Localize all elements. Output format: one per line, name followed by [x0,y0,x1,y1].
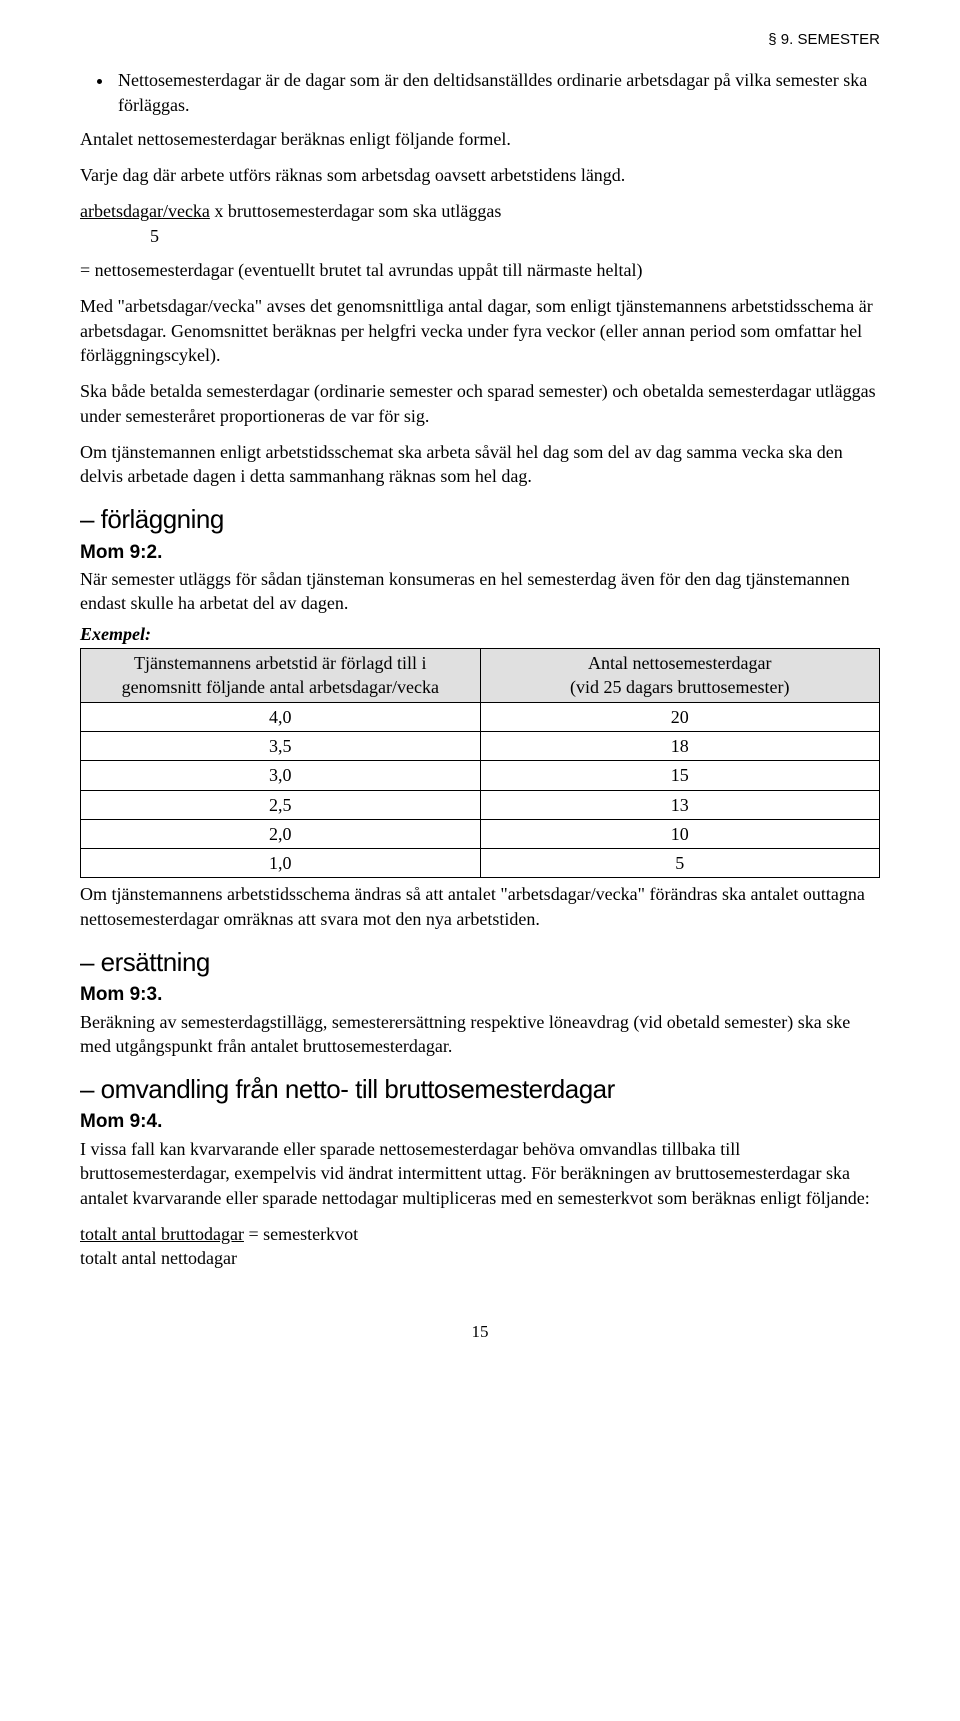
formula-denominator: 5 [80,226,159,246]
header-line: Tjänstemannens arbetstid är förlagd till… [134,653,426,673]
table-cell: 18 [480,731,880,760]
body-paragraph: När semester utläggs för sådan tjänstema… [80,567,880,616]
table-cell: 5 [480,849,880,878]
table-row: 4,0 20 [81,702,880,731]
table-header-cell: Antal nettosemesterdagar (vid 25 dagars … [480,649,880,703]
formula-numerator: arbetsdagar/vecka [80,201,210,221]
table-cell: 1,0 [81,849,481,878]
table-cell: 15 [480,761,880,790]
mom-heading: Mom 9:3. [80,982,880,1008]
body-paragraph: Om tjänstemannen enligt arbetstidsschema… [80,440,880,489]
table-cell: 3,5 [81,731,481,760]
header-line: (vid 25 dagars bruttosemester) [570,677,789,697]
body-paragraph: Ska både betalda semesterdagar (ordinari… [80,379,880,428]
bulleted-list: Nettosemesterdagar är de dagar som är de… [80,68,880,117]
formula-suffix: = semesterkvot [244,1224,358,1244]
section-marker: § 9. SEMESTER [80,30,880,50]
table-cell: 10 [480,819,880,848]
example-label: Exempel: [80,622,880,646]
formula-denominator: totalt antal nettodagar [80,1248,237,1268]
formula-suffix: x bruttosemesterdagar som ska utläggas [210,201,501,221]
subheading-omvandling: – omvandling från netto- till bruttoseme… [80,1072,880,1107]
body-paragraph: Varje dag där arbete utförs räknas som a… [80,163,880,187]
table-cell: 3,0 [81,761,481,790]
table-cell: 13 [480,790,880,819]
header-line: genomsnitt följande antal arbetsdagar/ve… [122,677,439,697]
body-paragraph: Med "arbetsdagar/vecka" avses det genoms… [80,294,880,367]
subheading-forlaggning: – förläggning [80,502,880,537]
table-row: 2,5 13 [81,790,880,819]
page-number: 15 [80,1321,880,1344]
table-row: 3,5 18 [81,731,880,760]
body-paragraph: Antalet nettosemesterdagar beräknas enli… [80,127,880,151]
formula: arbetsdagar/vecka x bruttosemesterdagar … [80,199,880,248]
table-row: 3,0 15 [81,761,880,790]
document-page: § 9. SEMESTER Nettosemesterdagar är de d… [0,0,960,1721]
header-line: Antal nettosemesterdagar [588,653,771,673]
body-paragraph: Om tjänstemannens arbetstidsschema ändra… [80,882,880,931]
table-header-row: Tjänstemannens arbetstid är förlagd till… [81,649,880,703]
table-row: 1,0 5 [81,849,880,878]
example-table: Tjänstemannens arbetstid är förlagd till… [80,648,880,878]
table-cell: 2,5 [81,790,481,819]
table-row: 2,0 10 [81,819,880,848]
formula-numerator: totalt antal bruttodagar [80,1224,244,1244]
table-cell: 4,0 [81,702,481,731]
table-header-cell: Tjänstemannens arbetstid är förlagd till… [81,649,481,703]
mom-heading: Mom 9:4. [80,1109,880,1135]
formula: totalt antal bruttodagar = semesterkvot … [80,1222,880,1271]
list-item: Nettosemesterdagar är de dagar som är de… [114,68,880,117]
body-paragraph: Beräkning av semesterdagstillägg, semest… [80,1010,880,1059]
table-cell: 2,0 [81,819,481,848]
mom-heading: Mom 9:2. [80,540,880,566]
table-cell: 20 [480,702,880,731]
body-paragraph: I vissa fall kan kvarvarande eller spara… [80,1137,880,1210]
body-paragraph: = nettosemesterdagar (eventuellt brutet … [80,258,880,282]
subheading-ersattning: – ersättning [80,945,880,980]
